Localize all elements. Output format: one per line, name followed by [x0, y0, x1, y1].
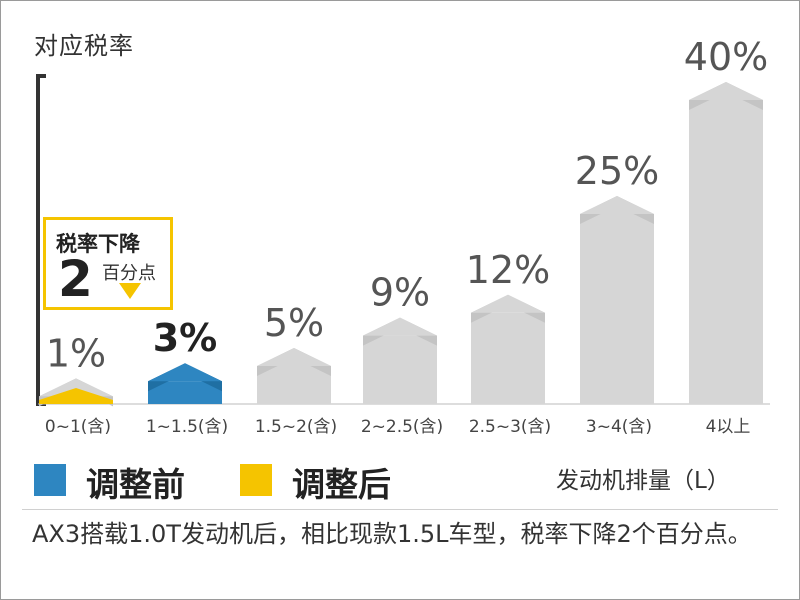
value-label-5: 25%: [575, 149, 659, 193]
legend-swatch-before: [34, 464, 66, 496]
down-arrow-icon: [119, 283, 141, 299]
bar-2: [257, 348, 331, 404]
value-label-3: 9%: [370, 271, 430, 315]
bar-3: [363, 317, 437, 404]
bar-4: [471, 294, 545, 404]
tick-label-5: 3~4(含): [586, 417, 652, 437]
tick-label-1: 1~1.5(含): [146, 417, 228, 437]
value-label-6: 40%: [684, 35, 768, 79]
bar-5: [580, 196, 654, 404]
caption-text: AX3搭载1.0T发动机后，相比现款1.5L车型，税率下降2个百分点。: [32, 520, 752, 548]
value-label-2: 5%: [264, 301, 324, 345]
bar-1: [148, 363, 222, 404]
x-axis-label: 发动机排量（L）: [556, 468, 730, 494]
bar-6: [689, 82, 763, 404]
callout-unit: 百分点: [102, 263, 156, 284]
tick-label-4: 2.5~3(含): [469, 417, 551, 437]
bar-chart: 1% 3% 5% 9% 12% 25% 40% 0~1(含) 1~1.5(含) 1.5~2(含)…: [36, 35, 770, 437]
legend-swatch-after: [240, 464, 272, 496]
divider: [22, 509, 778, 510]
tick-label-6: 4以上: [706, 417, 751, 437]
bar-after-overlay: [39, 388, 113, 404]
value-label-0: 1%: [46, 331, 106, 375]
value-label-1: 3%: [153, 316, 218, 360]
value-label-4: 12%: [466, 248, 550, 292]
y-axis-label: 对应税率: [34, 32, 134, 60]
tick-label-0: 0~1(含): [45, 417, 111, 437]
legend-label-after: 调整后: [292, 465, 391, 504]
rate-drop-callout: 税率下降 2 百分点: [43, 217, 173, 310]
tick-label-3: 2~2.5(含): [361, 417, 443, 437]
callout-title: 税率下降: [56, 232, 140, 256]
callout-number: 2: [58, 250, 93, 308]
legend-label-before: 调整前: [86, 465, 185, 504]
tick-label-2: 1.5~2(含): [255, 417, 337, 437]
